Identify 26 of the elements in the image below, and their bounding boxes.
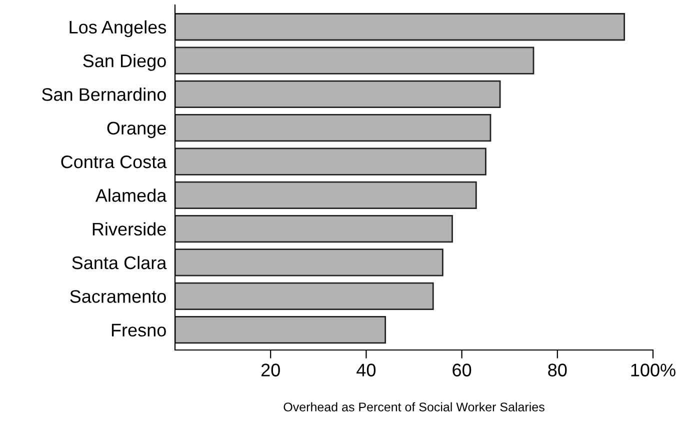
- y-tick-label: Sacramento: [70, 290, 166, 303]
- bar: [175, 181, 477, 209]
- bar: [175, 13, 626, 41]
- x-tick-label: 80: [548, 364, 567, 376]
- x-axis-title: Overhead as Percent of Social Worker Salaries: [284, 402, 544, 412]
- x-tick-label: 40: [356, 364, 376, 376]
- y-tick-label: Santa Clara: [72, 256, 167, 270]
- bar: [175, 282, 434, 310]
- y-tick-label: Alameda: [95, 188, 167, 202]
- bar: [175, 215, 453, 243]
- bar: [175, 114, 492, 142]
- bar: [175, 46, 534, 74]
- y-tick-label: Riverside: [92, 222, 166, 236]
- y-tick-label: Contra Costa: [61, 155, 167, 168]
- y-tick-label: San Bernardino: [42, 88, 166, 101]
- y-tick-label: Orange: [107, 122, 166, 138]
- bar: [175, 316, 386, 344]
- y-tick-label: Los Angeles: [70, 20, 166, 38]
- x-tick-label: 60: [452, 364, 472, 376]
- y-tick-label: Fresno: [112, 324, 166, 337]
- x-tick-label: 20: [261, 364, 280, 376]
- bar: [175, 248, 444, 276]
- bar: [175, 80, 501, 108]
- y-tick-label: San Diego: [83, 54, 166, 71]
- x-tick-label: 100%: [631, 364, 676, 376]
- bar: [175, 148, 486, 176]
